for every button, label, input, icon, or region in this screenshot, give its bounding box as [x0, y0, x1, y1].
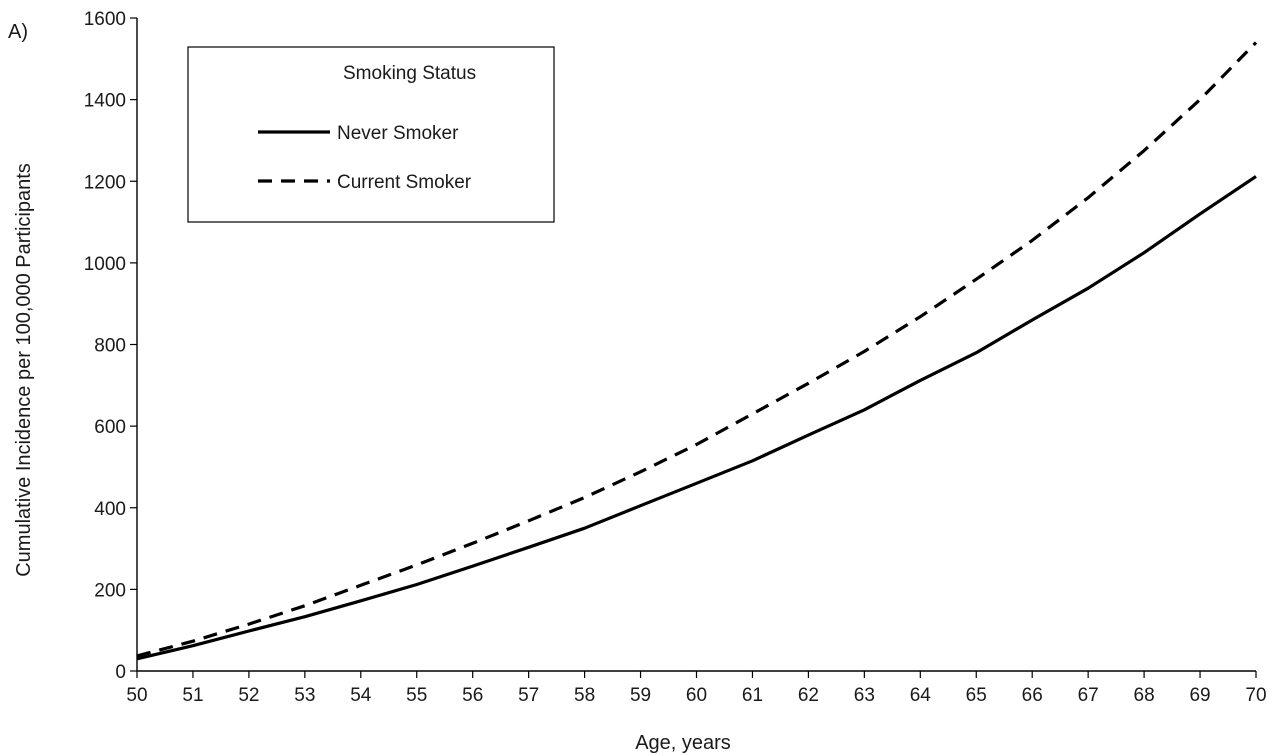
- x-tick-label: 50: [126, 685, 147, 706]
- x-tick-label: 61: [742, 685, 763, 706]
- series-line-never-smoker: [136, 175, 1257, 661]
- x-tick-label: 59: [630, 685, 651, 706]
- y-tick-label: 800: [94, 336, 126, 357]
- x-tick-label: 69: [1189, 685, 1210, 706]
- y-tick-label: 400: [94, 499, 126, 520]
- x-tick-label: 60: [686, 685, 707, 706]
- series-layer: [136, 41, 1258, 661]
- series-line-current-smoker: [136, 41, 1258, 658]
- x-tick-label: 67: [1078, 685, 1099, 706]
- x-axis-title: Age, years: [635, 732, 731, 754]
- x-tick-label: 56: [462, 685, 483, 706]
- x-tick-label: 51: [182, 685, 203, 706]
- x-tick-label: 58: [574, 685, 595, 706]
- y-tick-label: 1600: [84, 9, 126, 30]
- legend-label-current-smoker: Current Smoker: [337, 172, 472, 193]
- y-tick-label: 1000: [84, 254, 126, 275]
- x-tick-label: 70: [1245, 685, 1266, 706]
- x-tick-label: 66: [1022, 685, 1043, 706]
- panel-label: A): [8, 21, 28, 43]
- x-tick-label: 62: [798, 685, 819, 706]
- legend: Smoking Status Never Smoker Current Smoke…: [187, 46, 555, 223]
- legend-label-never-smoker: Never Smoker: [337, 123, 459, 144]
- y-tick-label: 1400: [84, 91, 126, 112]
- y-tick-label: 0: [115, 662, 126, 683]
- legend-box: [187, 46, 555, 223]
- x-tick-label: 53: [294, 685, 315, 706]
- x-tick-label: 54: [350, 685, 372, 706]
- y-tick-label: 1200: [84, 172, 126, 193]
- y-tick-label: 600: [94, 417, 126, 438]
- x-tick-label: 63: [854, 685, 875, 706]
- x-tick-label: 64: [910, 685, 932, 706]
- x-tick-label: 65: [966, 685, 987, 706]
- x-tick-label: 55: [406, 685, 427, 706]
- y-axis-title: Cumulative Incidence per 100,000 Partici…: [13, 163, 35, 577]
- x-tick-label: 57: [518, 685, 539, 706]
- x-tick-label: 52: [238, 685, 259, 706]
- axes: 0 200 400 600 800 1000 1200 1400 1600 50 51 52 53 54 5…: [84, 9, 1267, 706]
- legend-title: Smoking Status: [343, 63, 476, 84]
- x-tick-label: 68: [1134, 685, 1155, 706]
- y-tick-label: 200: [94, 580, 126, 601]
